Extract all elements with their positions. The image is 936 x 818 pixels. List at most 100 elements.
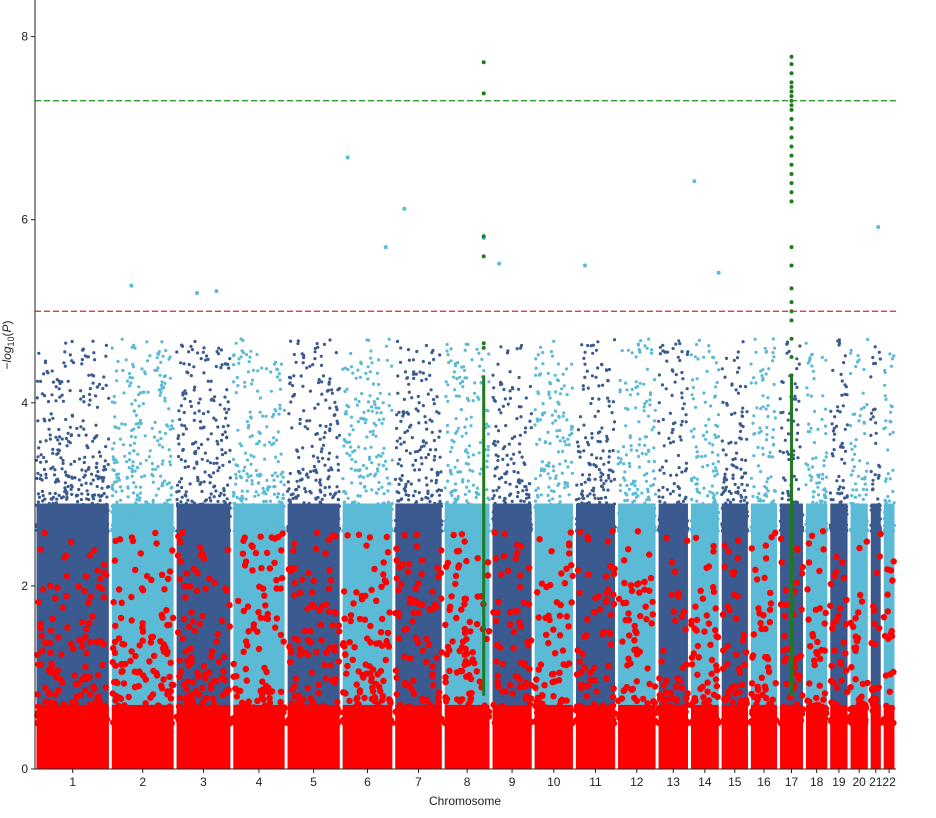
snp-point: [274, 360, 278, 364]
snp-point: [36, 471, 40, 475]
snp-point: [112, 394, 116, 399]
snp-point: [242, 525, 246, 529]
snp-point: [674, 505, 678, 509]
snp-point: [296, 516, 300, 520]
snp-point: [586, 477, 590, 482]
snp-point: [650, 348, 654, 352]
snp-point: [175, 529, 179, 533]
snp-point: [115, 529, 119, 533]
snp-point: [650, 428, 654, 432]
snp-point: [731, 457, 735, 462]
snp-point: [376, 528, 380, 533]
snp-point: [712, 523, 716, 528]
snp-point: [410, 436, 414, 440]
snp-point: [691, 397, 696, 401]
snp-point: [107, 396, 111, 400]
snp-point: [643, 402, 647, 406]
snp-point: [148, 522, 152, 526]
snp-point: [270, 523, 274, 527]
snp-point: [219, 438, 224, 442]
snp-point: [592, 507, 596, 511]
snp-point: [421, 359, 425, 364]
snp-point: [92, 351, 96, 355]
snp-point: [453, 497, 457, 501]
snp-point: [772, 382, 776, 386]
snp-point: [336, 468, 340, 472]
snp-point: [453, 465, 457, 469]
snp-point: [584, 436, 588, 440]
snp-point: [86, 492, 90, 496]
snp-point: [465, 485, 469, 489]
snp-point: [725, 514, 730, 518]
snp-point: [223, 407, 227, 411]
snp-point: [536, 390, 540, 394]
snp-point: [794, 397, 798, 401]
snp-point: [379, 411, 383, 415]
snp-point: [323, 520, 327, 524]
snp-point: [652, 446, 656, 450]
snp-point: [428, 522, 432, 526]
snp-point: [472, 515, 476, 520]
snp-point: [697, 526, 702, 530]
snp-point: [197, 401, 201, 405]
snp-point: [243, 380, 247, 384]
snp-point: [406, 348, 410, 352]
snp-point: [711, 491, 715, 495]
snp-point: [596, 409, 600, 413]
snp-point: [438, 429, 442, 433]
snp-point: [371, 432, 375, 437]
snp-point: [121, 443, 125, 447]
snp-point: [647, 337, 651, 341]
snp-point: [463, 376, 467, 380]
snp-point: [537, 522, 542, 527]
snp-point: [95, 434, 99, 438]
snp-point: [494, 521, 498, 525]
snp-point: [510, 499, 514, 503]
snp-point: [705, 463, 710, 467]
snp-point: [60, 437, 64, 441]
snp-point: [744, 471, 748, 475]
snp-point: [556, 524, 561, 528]
snp-point: [42, 372, 46, 376]
snp-point: [432, 357, 436, 362]
snp-point: [268, 485, 272, 489]
snp-point: [683, 529, 687, 533]
snp-point: [754, 527, 758, 531]
snp-point: [657, 419, 661, 423]
snp-point: [94, 465, 98, 469]
snp-point: [439, 470, 443, 474]
snp-point: [180, 485, 184, 490]
snp-point: [91, 455, 95, 459]
snp-point: [487, 424, 491, 428]
snp-point: [301, 384, 305, 388]
snp-point: [543, 514, 547, 519]
snp-point: [549, 512, 553, 517]
snp-point: [679, 423, 683, 427]
snp-point: [253, 494, 257, 498]
snp-point: [458, 523, 462, 527]
snp-point: [773, 346, 777, 350]
snp-point: [237, 357, 241, 361]
snp-point: [291, 394, 295, 398]
snp-point: [320, 523, 324, 527]
snp-point: [626, 407, 630, 411]
snp-point: [539, 505, 543, 509]
snp-point: [106, 508, 110, 512]
snp-point: [621, 476, 626, 480]
snp-point: [264, 367, 269, 371]
snp-point: [594, 375, 598, 379]
snp-point: [428, 514, 432, 519]
snp-point: [83, 354, 87, 358]
snp-point: [272, 436, 276, 440]
snp-point: [158, 529, 162, 533]
snp-point: [689, 429, 693, 433]
snp-point: [756, 445, 760, 449]
snp-point: [590, 396, 595, 401]
snp-point: [96, 477, 100, 481]
snp-point: [677, 466, 681, 470]
snp-point: [165, 502, 169, 506]
snp-point: [345, 403, 349, 407]
snp-point: [453, 511, 457, 515]
snp-point: [761, 394, 765, 398]
snp-point: [761, 405, 765, 409]
